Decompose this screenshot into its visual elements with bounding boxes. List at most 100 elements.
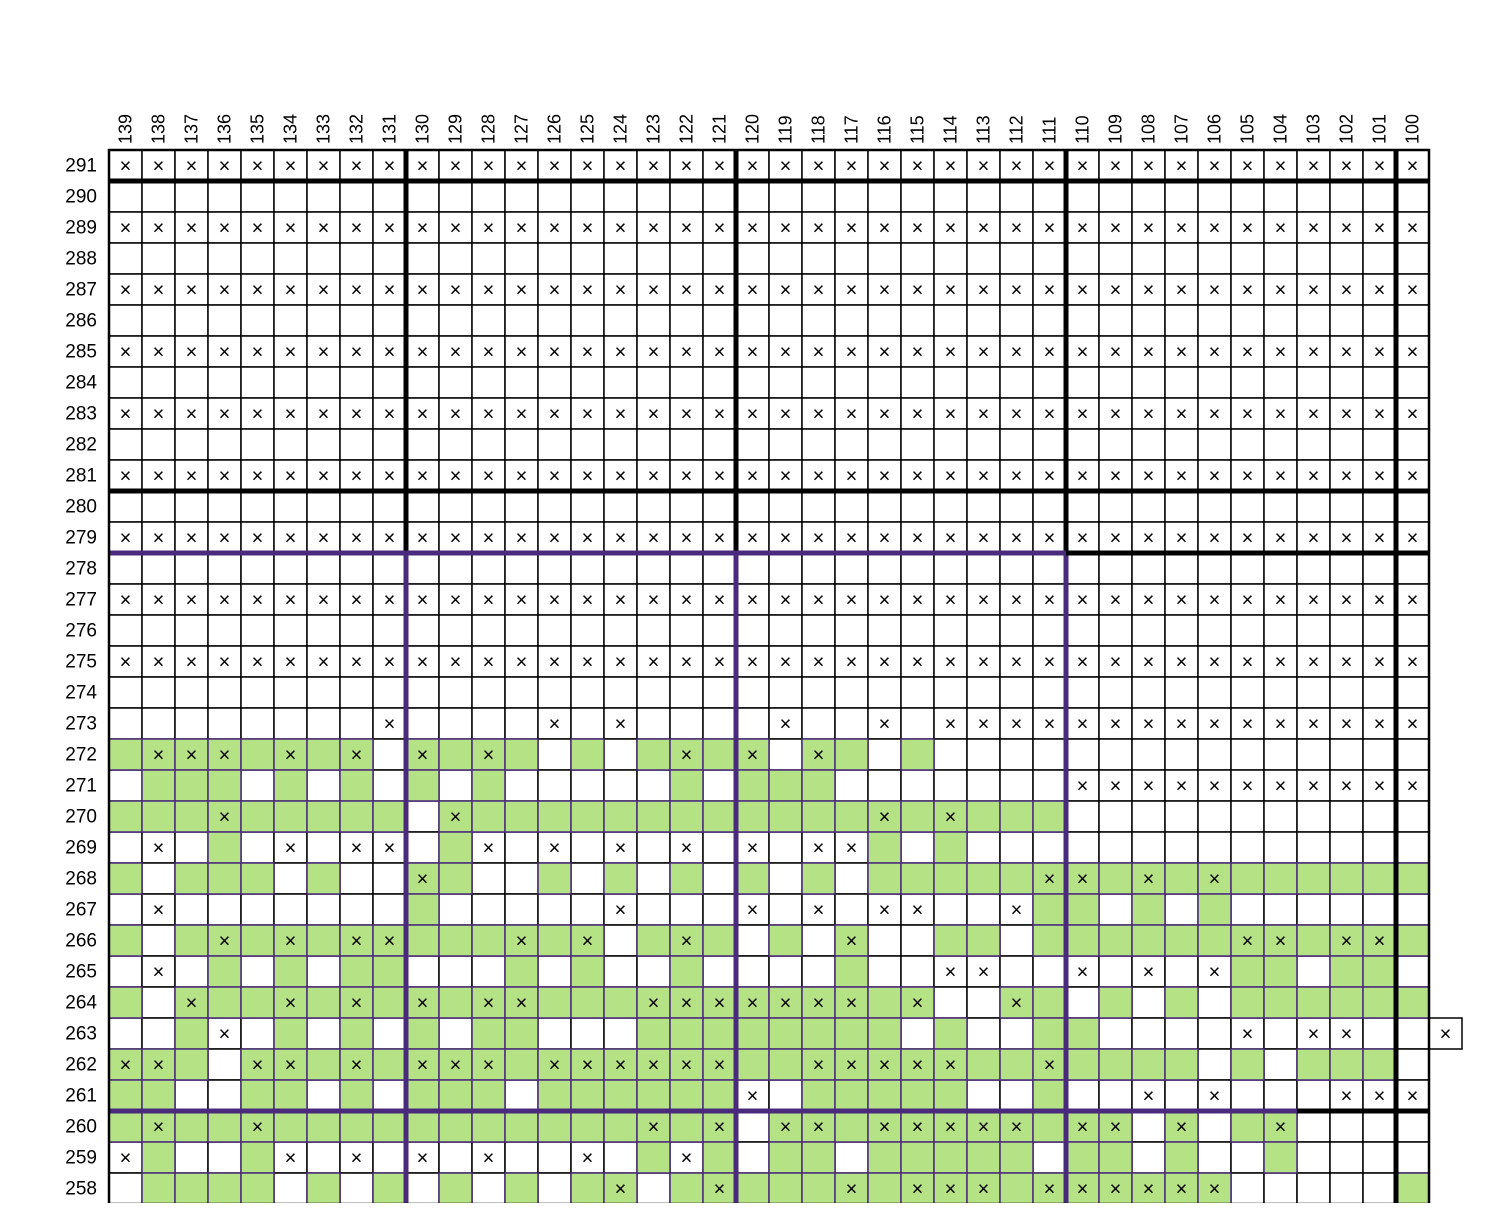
green-cell <box>306 1172 341 1205</box>
cross-mark: × <box>1242 1024 1254 1046</box>
cross-mark: × <box>1110 404 1122 426</box>
green-cell <box>240 924 275 957</box>
cross-mark: × <box>516 280 528 302</box>
cell <box>1263 180 1298 213</box>
green-cell <box>834 1017 869 1050</box>
green-cell <box>108 800 143 833</box>
cross-mark: × <box>483 466 495 488</box>
cell <box>999 242 1034 275</box>
cell <box>1197 738 1232 771</box>
cross-mark: × <box>912 1117 924 1139</box>
green-cell <box>306 1048 341 1081</box>
green-cell <box>339 986 374 1019</box>
cell <box>702 831 737 864</box>
green-cell <box>339 1110 374 1143</box>
cross-mark: × <box>219 807 231 829</box>
cell <box>834 552 869 585</box>
cross-mark: × <box>1110 156 1122 178</box>
green-cell <box>933 831 968 864</box>
cell <box>339 707 374 740</box>
cell <box>339 583 374 616</box>
cell <box>1296 211 1331 244</box>
cross-mark: × <box>1044 652 1056 674</box>
cross-mark: × <box>747 838 759 860</box>
cross-mark: × <box>1275 280 1287 302</box>
cross-mark: × <box>1275 156 1287 178</box>
cell <box>1329 366 1364 399</box>
cross-mark: × <box>186 466 198 488</box>
green-cell <box>1032 1079 1067 1112</box>
row-label: 258 <box>65 1179 97 1200</box>
green-cell <box>702 1141 737 1174</box>
cell <box>405 521 440 554</box>
cross-mark: × <box>648 590 660 612</box>
cell <box>1032 1141 1067 1174</box>
cross-mark: × <box>1242 404 1254 426</box>
cell <box>570 831 605 864</box>
cell <box>141 986 176 1019</box>
cell <box>999 397 1034 430</box>
cell <box>438 335 473 368</box>
cell <box>471 1172 506 1205</box>
cell <box>570 769 605 802</box>
cell <box>438 304 473 337</box>
green-cell <box>504 738 539 771</box>
cross-mark: × <box>384 466 396 488</box>
cell <box>339 862 374 895</box>
cell <box>570 707 605 740</box>
cell <box>735 180 770 213</box>
cross-mark: × <box>945 528 957 550</box>
cross-mark: × <box>1374 1086 1386 1108</box>
green-cell <box>1362 1048 1397 1081</box>
column-label: 111 <box>1040 117 1060 144</box>
cell <box>1395 428 1430 461</box>
cross-mark: × <box>384 218 396 240</box>
cross-mark: × <box>714 342 726 364</box>
cell <box>1065 242 1100 275</box>
cell <box>141 335 176 368</box>
cell <box>405 428 440 461</box>
row-label: 271 <box>65 776 97 797</box>
cell <box>669 304 704 337</box>
cell <box>966 614 1001 647</box>
cross-mark: × <box>450 466 462 488</box>
cell <box>669 552 704 585</box>
cell <box>834 707 869 740</box>
green-cell <box>1065 1017 1100 1050</box>
cell <box>1296 180 1331 213</box>
green-cell <box>273 769 308 802</box>
cell <box>1164 490 1199 523</box>
cross-mark: × <box>1143 869 1155 891</box>
cross-mark: × <box>1275 218 1287 240</box>
cross-mark: × <box>681 652 693 674</box>
cell <box>966 676 1001 709</box>
cell <box>273 242 308 275</box>
cross-mark: × <box>978 342 990 364</box>
cross-mark: × <box>318 652 330 674</box>
green-cell <box>207 955 242 988</box>
cross-mark: × <box>648 218 660 240</box>
cell <box>339 273 374 306</box>
green-cell <box>339 800 374 833</box>
cell <box>1395 1048 1430 1081</box>
cell <box>141 645 176 678</box>
cell <box>1131 986 1166 1019</box>
cross-mark: × <box>1308 342 1320 364</box>
green-cell <box>900 1172 935 1205</box>
cross-mark: × <box>846 528 858 550</box>
cross-mark: × <box>780 590 792 612</box>
cell <box>1065 676 1100 709</box>
green-cell <box>768 1017 803 1050</box>
green-cell <box>273 1079 308 1112</box>
cell <box>339 645 374 678</box>
cell <box>141 428 176 461</box>
cross-mark: × <box>681 745 693 767</box>
cell <box>570 490 605 523</box>
cell <box>999 614 1034 647</box>
cross-mark: × <box>582 590 594 612</box>
cross-mark: × <box>714 404 726 426</box>
cell <box>471 490 506 523</box>
cross-mark: × <box>813 1117 825 1139</box>
green-cell <box>768 924 803 957</box>
cell <box>1098 676 1133 709</box>
